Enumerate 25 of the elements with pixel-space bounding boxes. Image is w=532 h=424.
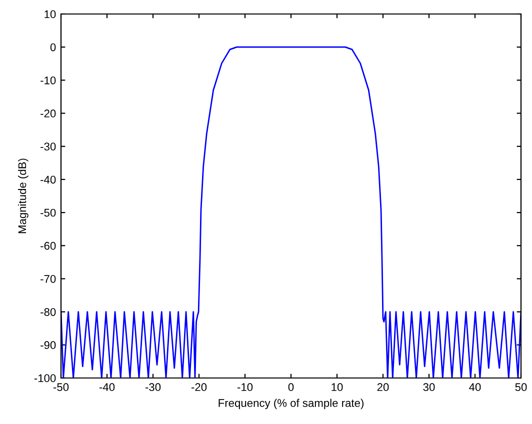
x-tick-label: -50 — [53, 383, 69, 392]
y-tick-label: -60 — [40, 242, 56, 250]
x-tick-label: 40 — [469, 383, 481, 392]
x-tick-label: -40 — [99, 383, 115, 392]
x-tick-label: 30 — [423, 383, 435, 392]
y-tick-label: -30 — [40, 142, 56, 150]
x-tick-label: -20 — [191, 383, 207, 392]
x-tick-label: 10 — [332, 383, 343, 392]
y-tick-label: -20 — [40, 110, 56, 118]
y-tick-label: -70 — [40, 274, 56, 283]
y-tick-label: -50 — [40, 208, 56, 217]
x-tick-label: -30 — [145, 383, 161, 392]
x-tick-label: 0 — [288, 383, 294, 392]
x-tick-label: -10 — [237, 383, 253, 392]
y-tick-label: -10 — [40, 76, 56, 84]
y-axis-title: Magnitude (dB) — [18, 158, 28, 234]
y-tick-label: -80 — [40, 308, 56, 316]
y-tick-label: -90 — [40, 341, 56, 350]
y-tick-label: -100 — [34, 374, 56, 382]
x-axis-title: Frequency (% of sample rate) — [218, 398, 364, 410]
x-tick-label: 50 — [515, 383, 527, 392]
y-tick-label: 10 — [44, 10, 56, 18]
x-tick-label: 20 — [377, 383, 389, 392]
y-tick-label: 0 — [50, 43, 56, 52]
y-tick-label: -40 — [40, 176, 56, 184]
